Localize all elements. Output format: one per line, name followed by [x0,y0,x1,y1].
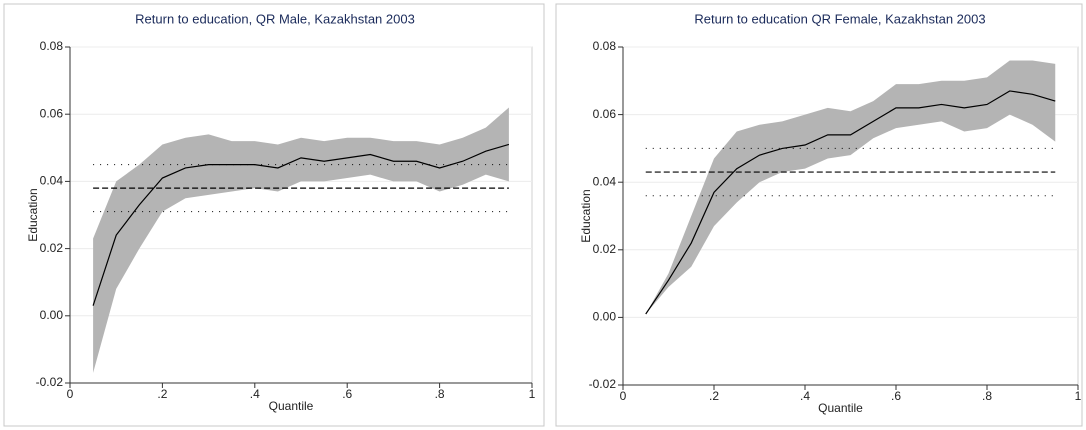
y-tick-label: 0.08 [593,39,617,53]
confidence-band [645,60,1056,315]
x-tick-label: .4 [250,387,260,401]
y-tick-label: 0.02 [593,242,617,256]
x-tick-label: .2 [157,387,167,401]
y-tick-label: 0.06 [40,106,64,120]
y-tick-label: 0.04 [593,174,617,188]
y-tick-label: 0.02 [40,241,64,255]
x-tick-label: .8 [435,387,445,401]
x-tick-label: .6 [342,387,352,401]
x-tick-label: .8 [982,389,992,403]
x-tick-label: 1 [1075,389,1082,403]
y-axis-label: Education [579,189,593,242]
y-tick-label: -0.02 [36,375,64,389]
y-tick-label: 0.00 [40,308,64,322]
chart-title: Return to education, QR Male, Kazakhstan… [135,11,415,26]
x-axis-label: Quantile [818,401,863,415]
y-tick-label: 0.04 [40,174,64,188]
y-tick-label: 0.08 [40,39,64,53]
chart-title: Return to education QR Female, Kazakhsta… [694,11,985,26]
x-tick-label: .2 [709,389,719,403]
y-tick-label: -0.02 [589,377,617,391]
y-axis-label: Education [26,188,40,241]
x-tick-label: .4 [800,389,810,403]
y-tick-label: 0.00 [593,310,617,324]
x-axis-label: Quantile [269,399,314,413]
confidence-band [93,107,509,373]
x-tick-label: .6 [891,389,901,403]
x-tick-label: 1 [529,387,536,401]
x-tick-label: 0 [67,387,74,401]
y-tick-label: 0.06 [593,107,617,121]
estimate-line [92,143,510,306]
x-tick-label: 0 [620,389,627,403]
estimate-line [645,90,1056,315]
